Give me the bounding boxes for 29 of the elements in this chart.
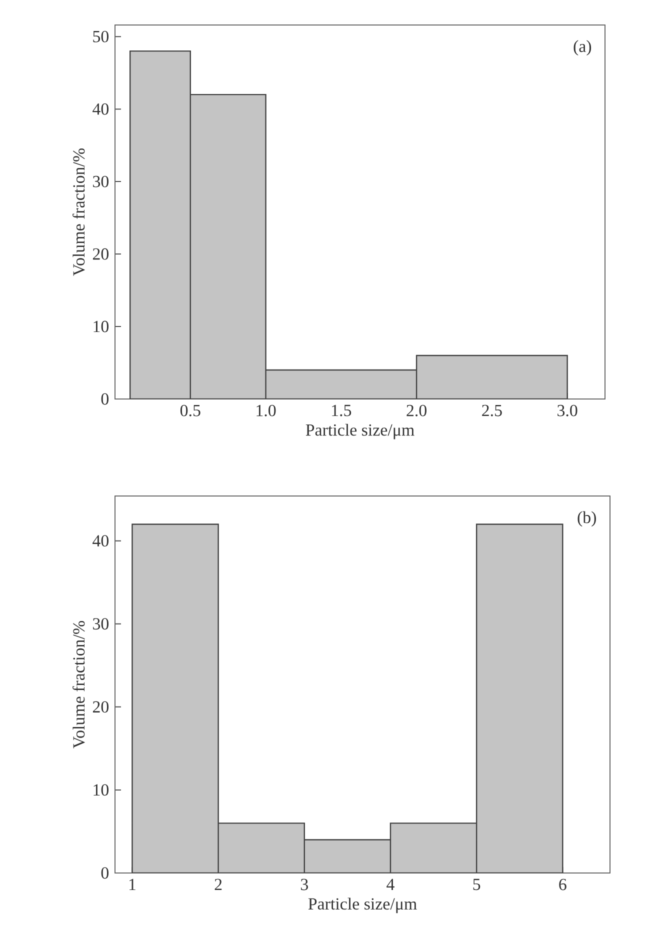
- x-axis-title: Particle size/μm: [308, 898, 417, 914]
- y-tick-label: 10: [94, 784, 109, 796]
- x-tick-label: 2.0: [406, 404, 426, 416]
- y-tick-label: 30: [93, 618, 109, 630]
- y-tick-label: 0: [101, 867, 109, 879]
- x-tick-label: 4: [386, 878, 394, 890]
- annotation: (b): [578, 511, 596, 527]
- x-axis-title: Particle size/μm: [306, 424, 414, 440]
- annotation: (a): [574, 40, 592, 56]
- y-tick-label: 50: [93, 30, 109, 42]
- x-tick-label: 1.0: [256, 404, 276, 416]
- x-tick-label: 3: [300, 878, 308, 890]
- x-tick-label: 0.5: [180, 404, 200, 416]
- y-tick-label: 10: [94, 320, 109, 332]
- y-tick-label: 40: [92, 535, 109, 547]
- y-tick-label: 0: [101, 393, 109, 405]
- x-tick-label: 5: [473, 878, 480, 890]
- x-tick-label: 3.0: [558, 404, 578, 416]
- x-tick-label: 1.5: [332, 404, 352, 416]
- x-tick-label: 6: [559, 878, 566, 890]
- x-tick-label: 2.5: [482, 404, 502, 416]
- y-tick-label: 20: [92, 248, 109, 260]
- y-axis-title: Volume fraction/%: [72, 148, 85, 276]
- y-tick-label: 30: [93, 176, 109, 188]
- x-tick-label: 1: [129, 878, 136, 890]
- y-axis-title: Volume fraction/%: [72, 621, 85, 748]
- y-tick-label: 20: [92, 701, 109, 713]
- x-tick-label: 2: [214, 878, 222, 890]
- y-tick-label: 40: [92, 103, 109, 115]
